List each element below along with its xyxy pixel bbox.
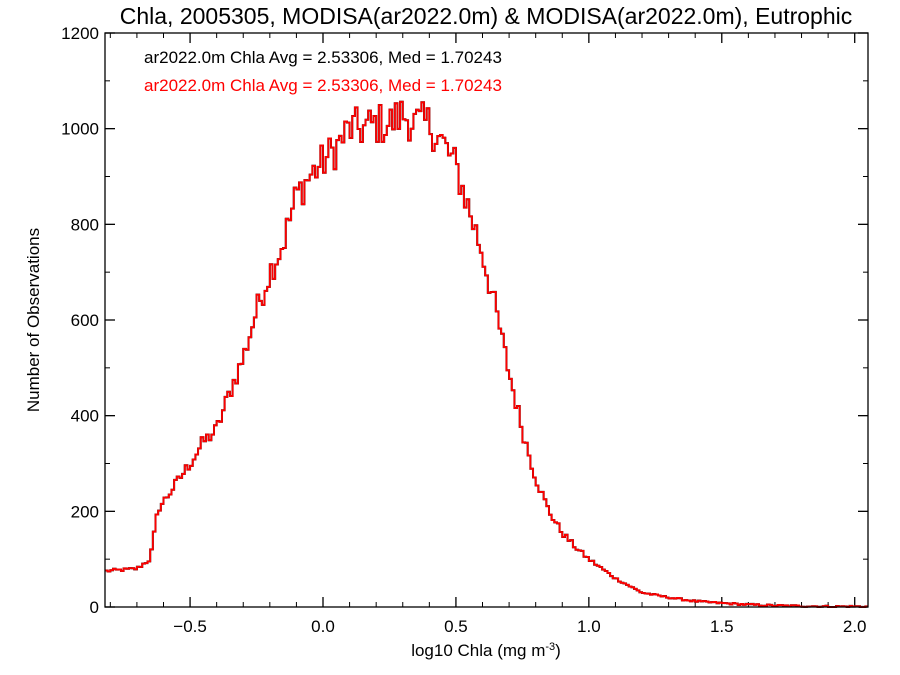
x-tick-label: 0.0 (311, 617, 335, 636)
y-tick-label: 600 (71, 311, 99, 330)
y-axis-label: Number of Observations (24, 228, 43, 412)
x-axis-label-suffix: ) (555, 641, 561, 660)
x-tick-label: −0.5 (173, 617, 207, 636)
annotation-red: ar2022.0m Chla Avg = 2.53306, Med = 1.70… (144, 76, 502, 95)
x-axis-label-superscript: -3 (545, 641, 555, 653)
y-tick-label: 0 (90, 598, 99, 617)
x-axis: −0.5 0.0 0.5 1.0 1.5 2.0 (109, 33, 867, 636)
y-tick-label: 800 (71, 215, 99, 234)
x-tick-label: 1.0 (577, 617, 601, 636)
x-tick-label: 0.5 (444, 617, 468, 636)
y-tick-label: 1200 (61, 24, 99, 43)
plot-frame (104, 32, 869, 608)
y-tick-label: 400 (71, 407, 99, 426)
y-axis: 0 200 400 600 800 1000 1200 (61, 24, 868, 617)
chart-title: Chla, 2005305, MODISA(ar2022.0m) & MODIS… (120, 3, 853, 29)
x-tick-label: 2.0 (843, 617, 867, 636)
histogram-series-2 (105, 100, 868, 608)
histogram-series (105, 100, 868, 608)
x-axis-label-text: log10 Chla (mg m (411, 641, 545, 660)
x-tick-label: 1.5 (710, 617, 734, 636)
histogram-series-1 (105, 100, 868, 608)
y-tick-label: 1000 (61, 120, 99, 139)
annotation-black: ar2022.0m Chla Avg = 2.53306, Med = 1.70… (144, 48, 502, 67)
x-axis-label: log10 Chla (mg m-3) (411, 641, 561, 660)
y-tick-label: 200 (71, 502, 99, 521)
